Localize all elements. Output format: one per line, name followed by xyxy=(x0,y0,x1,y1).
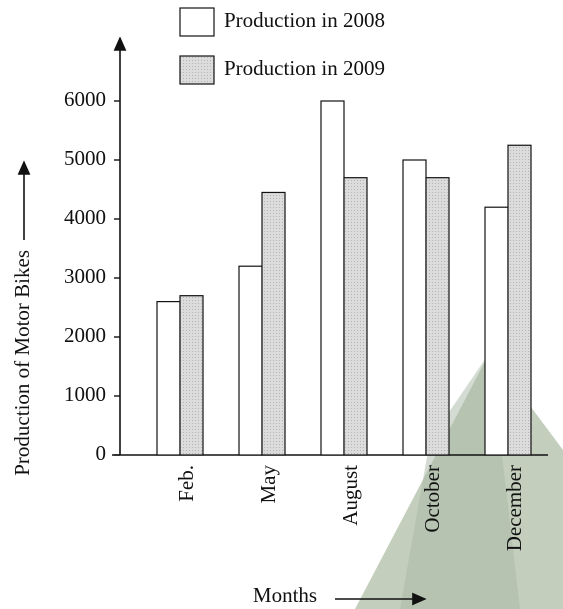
y-tick-label: 2000 xyxy=(64,323,106,347)
bar xyxy=(343,177,368,456)
legend-swatch xyxy=(179,55,215,85)
bar xyxy=(156,301,181,456)
bar xyxy=(425,177,450,456)
bar xyxy=(484,206,509,456)
x-tick-label: December xyxy=(502,465,526,551)
x-tick-label: Feb. xyxy=(174,465,198,502)
legend-swatch xyxy=(179,7,215,37)
y-tick-label: 0 xyxy=(96,441,107,465)
x-tick-label: October xyxy=(420,465,444,533)
bar xyxy=(402,159,427,456)
bar xyxy=(507,144,532,456)
bar xyxy=(238,265,263,456)
y-tick-label: 3000 xyxy=(64,264,106,288)
y-axis-title-group: Production of Motor Bikes xyxy=(10,160,34,476)
y-axis-title: Production of Motor Bikes xyxy=(10,250,34,476)
legend-label: Production in 2009 xyxy=(224,56,385,80)
x-tick-label: May xyxy=(256,465,280,504)
y-tick-label: 6000 xyxy=(64,87,106,111)
bar xyxy=(320,100,345,456)
x-axis-title: Months xyxy=(253,583,317,607)
x-tick-label: August xyxy=(338,465,362,526)
y-tick-label: 1000 xyxy=(64,382,106,406)
y-tick-label: 5000 xyxy=(64,146,106,170)
legend-label: Production in 2008 xyxy=(224,8,385,32)
bar xyxy=(261,191,286,456)
bar xyxy=(179,295,204,456)
y-tick-label: 4000 xyxy=(64,205,106,229)
